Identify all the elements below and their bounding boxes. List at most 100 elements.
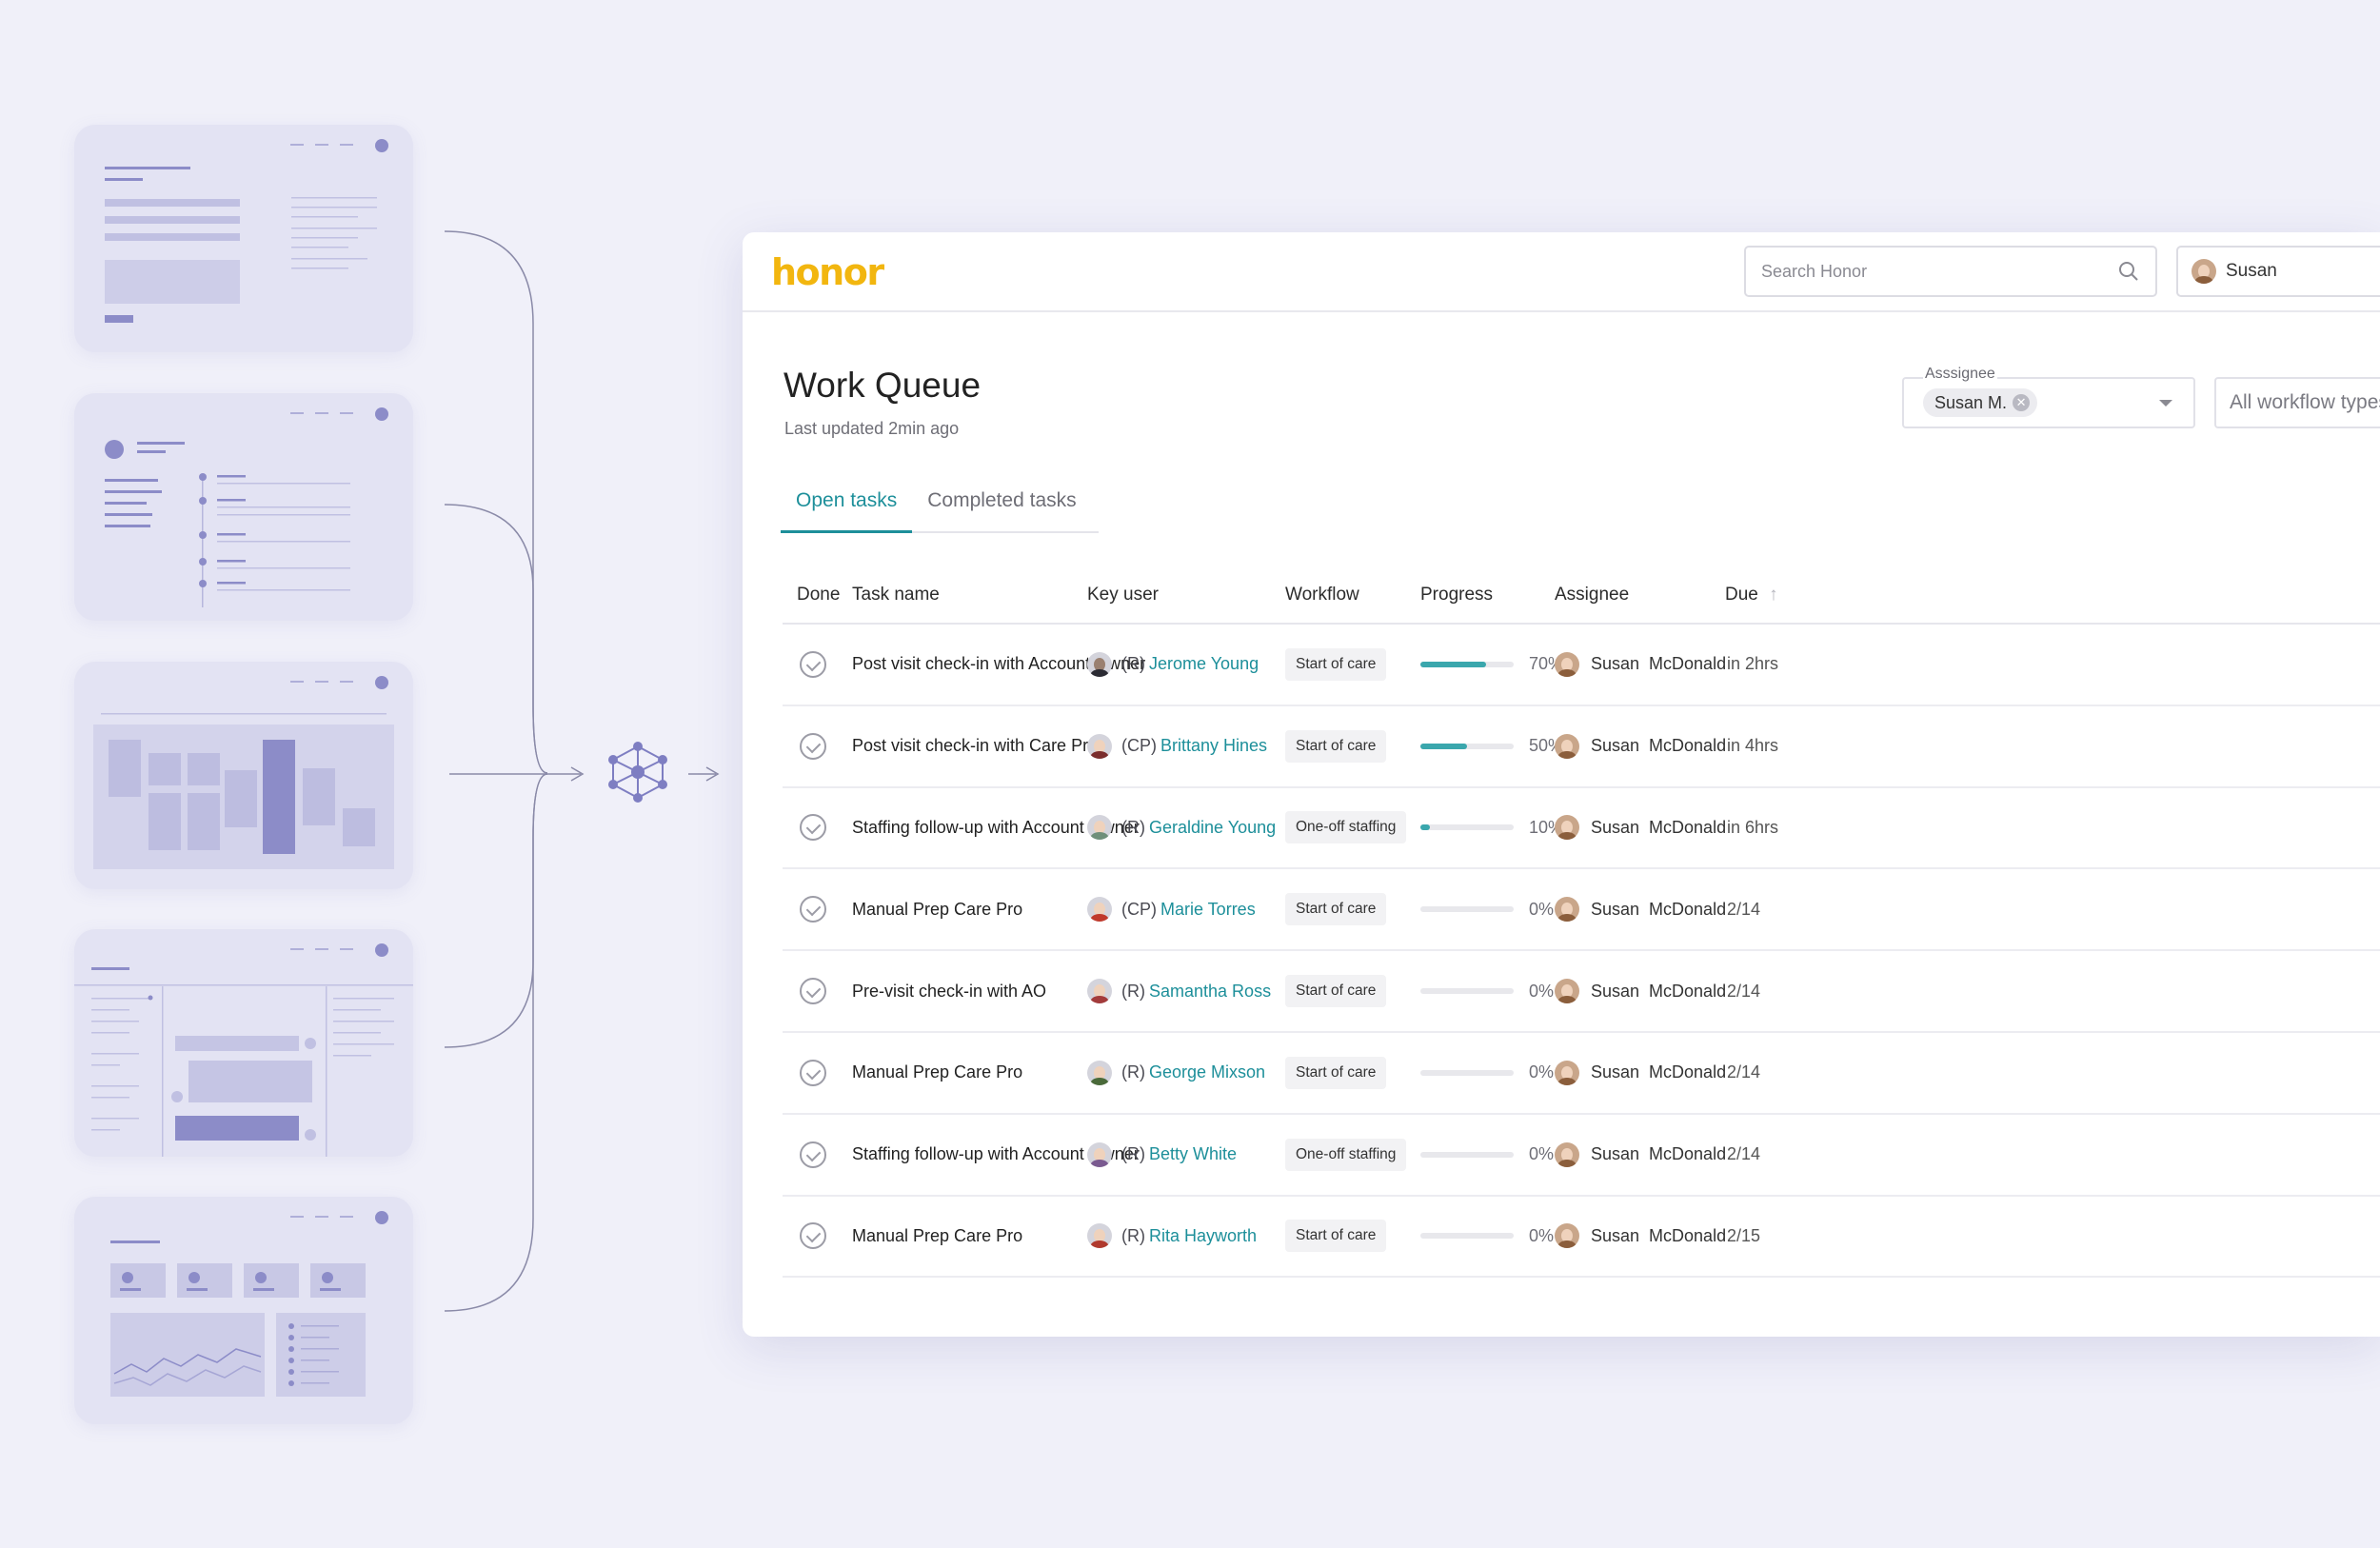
- honor-logo[interactable]: honor: [771, 251, 884, 293]
- key-user-cell: (CP) Marie Torres: [1087, 869, 1256, 949]
- due-cell: 2/14: [1727, 1115, 1760, 1195]
- assignee-avatar: [1555, 1223, 1579, 1249]
- remove-chip-icon[interactable]: ✕: [2013, 394, 2031, 411]
- progress-bar-fill: [1420, 661, 1486, 667]
- key-user-avatar: [1087, 733, 1112, 759]
- workflow-type-filter[interactable]: All workflow types: [2214, 377, 2380, 428]
- table-row[interactable]: Manual Prep Care Pro (CP) Marie Torres S…: [783, 869, 2380, 952]
- key-user-link[interactable]: Jerome Young: [1149, 654, 1259, 674]
- progress-percent: 0%: [1529, 1062, 1555, 1082]
- header-key-user[interactable]: Key user: [1087, 585, 1159, 605]
- key-user-link[interactable]: Rita Hayworth: [1149, 1225, 1258, 1245]
- key-user-link[interactable]: Betty White: [1149, 1144, 1238, 1164]
- key-user-cell: (R) Rita Hayworth: [1087, 1197, 1257, 1277]
- assignee-avatar: [1555, 1060, 1579, 1085]
- key-user-link[interactable]: Geraldine Young: [1149, 817, 1277, 837]
- task-name[interactable]: Staffing follow-up with Account Owner: [852, 1144, 1140, 1164]
- task-name[interactable]: Manual Prep Care Pro: [852, 1062, 1023, 1082]
- table-row[interactable]: Pre-visit check-in with AO (R) Samantha …: [783, 951, 2380, 1033]
- table-row[interactable]: Post visit check-in with Care Pro (CP) B…: [783, 706, 2380, 788]
- search-input[interactable]: Search Honor: [1744, 246, 2157, 297]
- due-date: 2/14: [1727, 1144, 1761, 1164]
- assignee-chip[interactable]: Susan M. ✕: [1923, 388, 2038, 417]
- chevron-down-icon[interactable]: [2159, 400, 2172, 407]
- complete-checkmark-icon[interactable]: [800, 650, 826, 678]
- due-cell: 2/14: [1727, 1033, 1760, 1113]
- tab-open-tasks[interactable]: Open tasks: [781, 480, 913, 533]
- user-menu[interactable]: Susan: [2176, 246, 2380, 297]
- complete-checkmark-icon[interactable]: [800, 1059, 826, 1086]
- task-name[interactable]: Post visit check-in with Care Pro: [852, 736, 1099, 756]
- key-user-link[interactable]: George Mixson: [1149, 1062, 1266, 1082]
- complete-checkmark-icon[interactable]: [800, 978, 826, 1005]
- assignee-avatar: [1555, 1141, 1579, 1167]
- task-name[interactable]: Pre-visit check-in with AO: [852, 981, 1047, 1001]
- user-avatar: [2192, 259, 2216, 284]
- header-assignee[interactable]: Assignee: [1555, 585, 1630, 605]
- workflow-cell: One-off staffing: [1285, 1115, 1407, 1195]
- table-row[interactable]: Manual Prep Care Pro (R) George Mixson S…: [783, 1033, 2380, 1115]
- header-done[interactable]: Done: [797, 585, 841, 605]
- workflow-cell: Start of care: [1285, 1197, 1387, 1277]
- task-name[interactable]: Manual Prep Care Pro: [852, 899, 1023, 919]
- done-cell: [800, 869, 826, 949]
- header-progress[interactable]: Progress: [1420, 585, 1494, 605]
- assignee-filter[interactable]: Asssignee Susan M. ✕: [1902, 366, 2195, 428]
- progress-cell: 70%: [1420, 625, 1563, 705]
- assignee-filter-label: Asssignee: [1923, 366, 1997, 383]
- task-name[interactable]: Manual Prep Care Pro: [852, 1225, 1023, 1245]
- illustration-card-document: [74, 125, 413, 352]
- header-workflow[interactable]: Workflow: [1285, 585, 1359, 605]
- table-row[interactable]: Staffing follow-up with Account Owner (R…: [783, 788, 2380, 870]
- assignee-avatar: [1555, 897, 1579, 923]
- key-user-role: (CP): [1121, 736, 1157, 756]
- task-cell: Staffing follow-up with Account Owner: [852, 1115, 1140, 1195]
- key-user-link[interactable]: Samantha Ross: [1149, 981, 1272, 1001]
- progress-cell: 0%: [1420, 1033, 1554, 1113]
- task-table: Done Task name Key user Workflow Progres…: [783, 566, 2380, 1279]
- complete-checkmark-icon[interactable]: [800, 732, 826, 760]
- complete-checkmark-icon[interactable]: [800, 1141, 826, 1168]
- due-date: 2/14: [1727, 1062, 1761, 1082]
- progress-bar: [1420, 743, 1514, 749]
- key-user-link[interactable]: Brittany Hines: [1160, 736, 1268, 756]
- task-name[interactable]: Post visit check-in with Account Owner: [852, 654, 1146, 674]
- progress-bar: [1420, 824, 1514, 831]
- task-name[interactable]: Staffing follow-up with Account Owner: [852, 817, 1140, 837]
- table-row[interactable]: Post visit check-in with Account Owner (…: [783, 625, 2380, 706]
- assignee-cell: Susan McDonald: [1555, 869, 1726, 949]
- assignee-name: Susan McDonald: [1591, 817, 1727, 837]
- assignee-chip-label: Susan M.: [1934, 393, 2008, 412]
- due-cell: 2/15: [1727, 1197, 1760, 1277]
- workflow-cell: Start of care: [1285, 869, 1387, 949]
- search-placeholder: Search Honor: [1761, 261, 1868, 281]
- header-due[interactable]: Due ↑: [1725, 585, 1778, 605]
- key-user-link[interactable]: Marie Torres: [1160, 899, 1256, 919]
- assignee-name: Susan McDonald: [1591, 899, 1727, 919]
- complete-checkmark-icon[interactable]: [800, 1222, 826, 1250]
- progress-bar-fill: [1420, 824, 1430, 831]
- assignee-name: Susan McDonald: [1591, 1144, 1727, 1164]
- complete-checkmark-icon[interactable]: [800, 814, 826, 842]
- workflow-badge: Start of care: [1285, 975, 1387, 1008]
- table-body: Post visit check-in with Account Owner (…: [783, 625, 2380, 1279]
- work-queue-window: honor Search Honor Susan Work Queue Last…: [743, 232, 2380, 1337]
- workflow-badge: One-off staffing: [1285, 811, 1407, 844]
- assignee-avatar: [1555, 815, 1579, 841]
- table-row[interactable]: Manual Prep Care Pro (R) Rita Hayworth S…: [783, 1197, 2380, 1279]
- header-task-name[interactable]: Task name: [852, 585, 940, 605]
- complete-checkmark-icon[interactable]: [800, 896, 826, 923]
- assignee-avatar: [1555, 733, 1579, 759]
- key-user-cell: (CP) Brittany Hines: [1087, 706, 1267, 786]
- search-icon[interactable]: [2117, 260, 2140, 283]
- progress-cell: 50%: [1420, 706, 1563, 786]
- task-cell: Pre-visit check-in with AO: [852, 951, 1046, 1031]
- assignee-cell: Susan McDonald: [1555, 625, 1726, 705]
- tab-completed-tasks[interactable]: Completed tasks: [927, 489, 1077, 511]
- assignee-name: Susan McDonald: [1591, 736, 1727, 756]
- sort-ascending-icon[interactable]: ↑: [1769, 585, 1778, 605]
- table-row[interactable]: Staffing follow-up with Account Owner (R…: [783, 1115, 2380, 1197]
- key-user-cell: (R) Jerome Young: [1087, 625, 1259, 705]
- progress-bar: [1420, 1151, 1514, 1158]
- due-cell: in 2hrs: [1727, 625, 1778, 705]
